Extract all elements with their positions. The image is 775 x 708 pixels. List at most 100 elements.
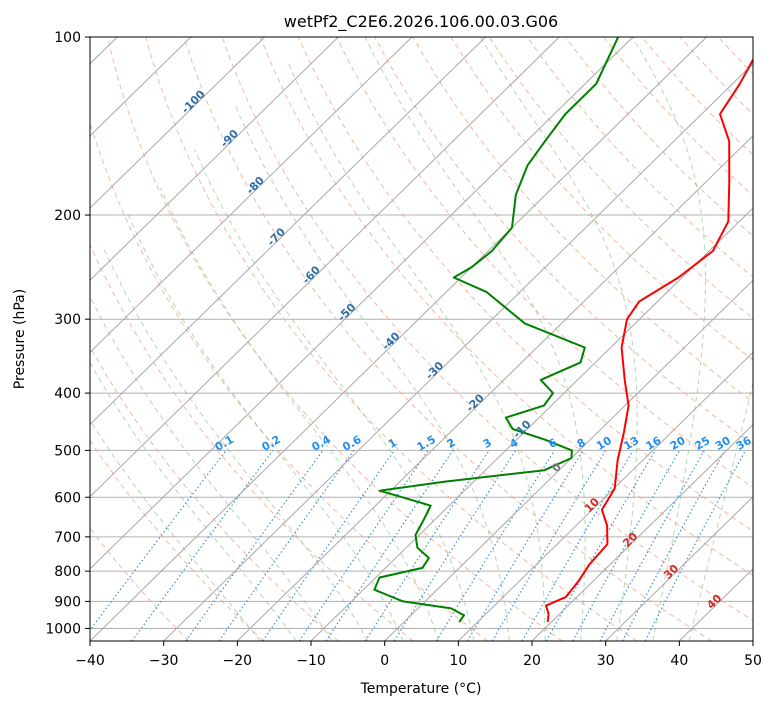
isotherm-line bbox=[531, 423, 753, 641]
isotherm-line bbox=[90, 37, 265, 209]
mixing-ratio-line bbox=[90, 450, 227, 632]
y-tick-label: 300 bbox=[54, 312, 81, 328]
dewpoint-line bbox=[373, 37, 620, 623]
moist-adiabat-line bbox=[90, 361, 297, 641]
isotherm-label: -100 bbox=[179, 87, 208, 116]
mixing-ratio-line bbox=[435, 450, 556, 641]
x-tick-label: 40 bbox=[670, 653, 688, 669]
y-tick-label: 1000 bbox=[45, 621, 81, 637]
moist-adiabat-line bbox=[287, 61, 546, 641]
dry-adiabat-line bbox=[90, 439, 264, 641]
temperature-line bbox=[545, 57, 753, 623]
dry-adiabat-line bbox=[107, 37, 563, 641]
isotherm-label: 40 bbox=[704, 592, 724, 612]
x-tick-label: −30 bbox=[149, 653, 179, 669]
dry-adiabat-line bbox=[450, 37, 753, 361]
isotherm-line bbox=[90, 37, 192, 137]
isotherm-label: -50 bbox=[335, 301, 358, 324]
mixing-ratio-line bbox=[466, 450, 584, 641]
mixing-ratio-label: 3 bbox=[481, 436, 494, 451]
dry-adiabat-line bbox=[90, 527, 190, 641]
x-tick-label: 0 bbox=[380, 653, 389, 669]
mixing-ratio-line bbox=[218, 450, 355, 641]
isotherm-line bbox=[90, 37, 413, 354]
y-tick-label: 600 bbox=[54, 490, 81, 506]
mixing-ratio-line bbox=[599, 450, 705, 641]
mixing-ratio-line bbox=[262, 450, 395, 641]
y-tick-label: 900 bbox=[54, 594, 81, 610]
isotherm-line bbox=[236, 135, 753, 641]
x-tick-label: 20 bbox=[523, 653, 541, 669]
dry-adiabat-line bbox=[641, 37, 753, 156]
isotherm-label: -70 bbox=[265, 225, 288, 248]
moist-adiabat-line bbox=[688, 381, 753, 641]
isotherm-line bbox=[752, 640, 753, 641]
dry-adiabat-line bbox=[717, 37, 753, 75]
dry-adiabat-line bbox=[183, 37, 712, 641]
dry-adiabat-line bbox=[259, 37, 753, 577]
isotherm-line bbox=[457, 351, 753, 641]
moist-adiabat-line bbox=[631, 37, 707, 641]
y-tick-label: 400 bbox=[54, 386, 81, 402]
isotherm-line bbox=[384, 279, 753, 641]
plot-area: 0.1 0.2 0.4 0.6 1 1.5 2 3 4 6 8 10 13 16 20 25 30 36-100-… bbox=[90, 37, 775, 641]
moist-adiabat-line bbox=[90, 295, 333, 641]
y-tick-label: 100 bbox=[54, 30, 81, 46]
isotherm-label: -60 bbox=[300, 263, 323, 286]
mixing-ratio-label: 36 bbox=[734, 434, 754, 453]
moist-adiabat-line bbox=[101, 245, 369, 641]
x-axis-label: Temperature (°C) bbox=[360, 681, 482, 697]
moist-adiabat-line bbox=[90, 419, 261, 641]
moist-adiabat-line bbox=[364, 37, 586, 641]
moist-adiabat-line bbox=[160, 187, 439, 641]
isotherm-label: 30 bbox=[661, 562, 681, 582]
mixing-ratio-line bbox=[298, 450, 429, 641]
isotherms bbox=[90, 37, 753, 641]
isotherm-line bbox=[90, 37, 634, 570]
dry-adiabat-line bbox=[90, 345, 339, 641]
dry-adiabat-line bbox=[488, 37, 753, 319]
dry-adiabat-line bbox=[221, 37, 753, 622]
mixing-ratio-line bbox=[131, 450, 274, 641]
moist-adiabat-line bbox=[127, 214, 404, 641]
dry-adiabat-line bbox=[90, 120, 488, 641]
dry-adiabat-line bbox=[336, 37, 753, 488]
dry-adiabat-line bbox=[145, 37, 638, 641]
mixing-ratio-line bbox=[572, 450, 681, 641]
isotherm-line bbox=[163, 63, 753, 641]
moist-adiabat-line bbox=[479, 37, 638, 641]
moist-adiabat-line bbox=[194, 149, 475, 641]
mixing-ratio-line bbox=[393, 450, 517, 641]
y-tick-label: 200 bbox=[54, 208, 81, 224]
mixing-ratio-line bbox=[621, 450, 726, 641]
dry-adiabat-line bbox=[679, 37, 753, 115]
dry-adiabat-line bbox=[756, 37, 775, 641]
mixing-ratio-line bbox=[545, 450, 656, 641]
x-tick-label: −10 bbox=[296, 653, 326, 669]
isotherm-line bbox=[90, 37, 560, 498]
y-axis-label: Pressure (hPa) bbox=[12, 289, 28, 389]
mixing-ratio-label: 2 bbox=[445, 436, 458, 451]
mixing-ratio-line bbox=[644, 450, 747, 641]
grid-lines bbox=[90, 37, 753, 629]
isotherm-line bbox=[90, 37, 486, 426]
isotherm-label: -90 bbox=[218, 127, 241, 150]
moist-adiabat-line bbox=[234, 104, 510, 641]
dry-adiabat-line bbox=[374, 37, 753, 445]
mixing-ratio-lines bbox=[90, 450, 747, 641]
isotherm-line bbox=[310, 207, 753, 641]
mixing-ratio-line bbox=[325, 450, 454, 641]
mixing-ratio-line bbox=[364, 450, 490, 641]
axes: −40 −30 −20 −10 0 10 20 30 40 50 100 200 300 400 500 60… bbox=[45, 30, 762, 669]
isopleth-labels: 0.1 0.2 0.4 0.6 1 1.5 2 3 4 6 8 10 13 16 20 25 30 36-100-… bbox=[179, 87, 754, 612]
dry-adiabat-line bbox=[297, 37, 753, 532]
isotherm-label: 20 bbox=[620, 530, 640, 550]
mixing-ratio-line bbox=[185, 450, 324, 641]
plot-frame bbox=[89, 36, 754, 642]
sounding-series bbox=[373, 37, 753, 623]
isotherm-line bbox=[605, 496, 753, 641]
x-tick-label: 50 bbox=[744, 653, 762, 669]
x-tick-label: 10 bbox=[449, 653, 467, 669]
isotherm-label: -20 bbox=[464, 391, 487, 414]
